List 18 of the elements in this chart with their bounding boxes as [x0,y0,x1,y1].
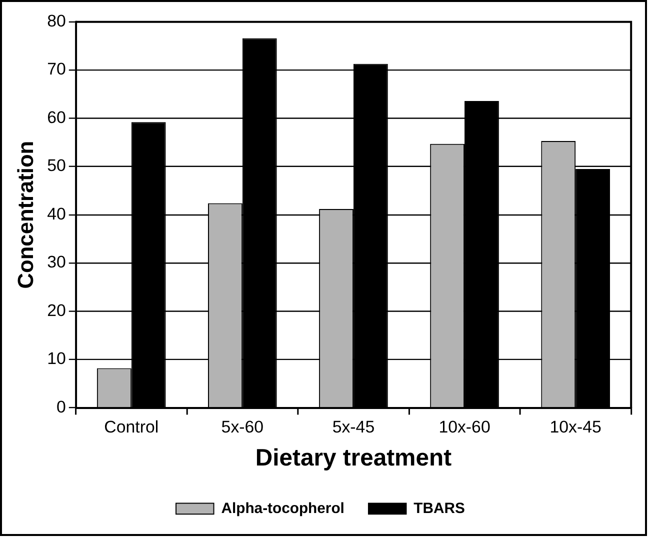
x-tick-label: 10x-45 [550,417,602,436]
y-tick-label: 70 [47,60,66,79]
x-tick-label: 5x-45 [332,417,375,436]
legend-label: Alpha-tocopherol [221,500,344,517]
y-axis-title: Concentration [13,140,38,289]
y-tick-label: 60 [47,108,66,127]
x-axis-title: Dietary treatment [255,444,452,472]
y-tick-label: 10 [47,349,66,368]
y-tick-label: 50 [47,156,66,176]
y-tick-label: 30 [47,252,66,272]
y-tick-label: 0 [56,397,66,416]
y-tick-label: 80 [47,12,66,30]
y-tick-label: 40 [47,204,66,224]
x-tick-label: 5x-60 [221,417,264,436]
legend-label: TBARS [414,500,466,517]
y-tick-label: 20 [47,300,66,320]
x-tick-label: Control [104,417,159,436]
x-tick-label: 10x-60 [438,417,490,436]
